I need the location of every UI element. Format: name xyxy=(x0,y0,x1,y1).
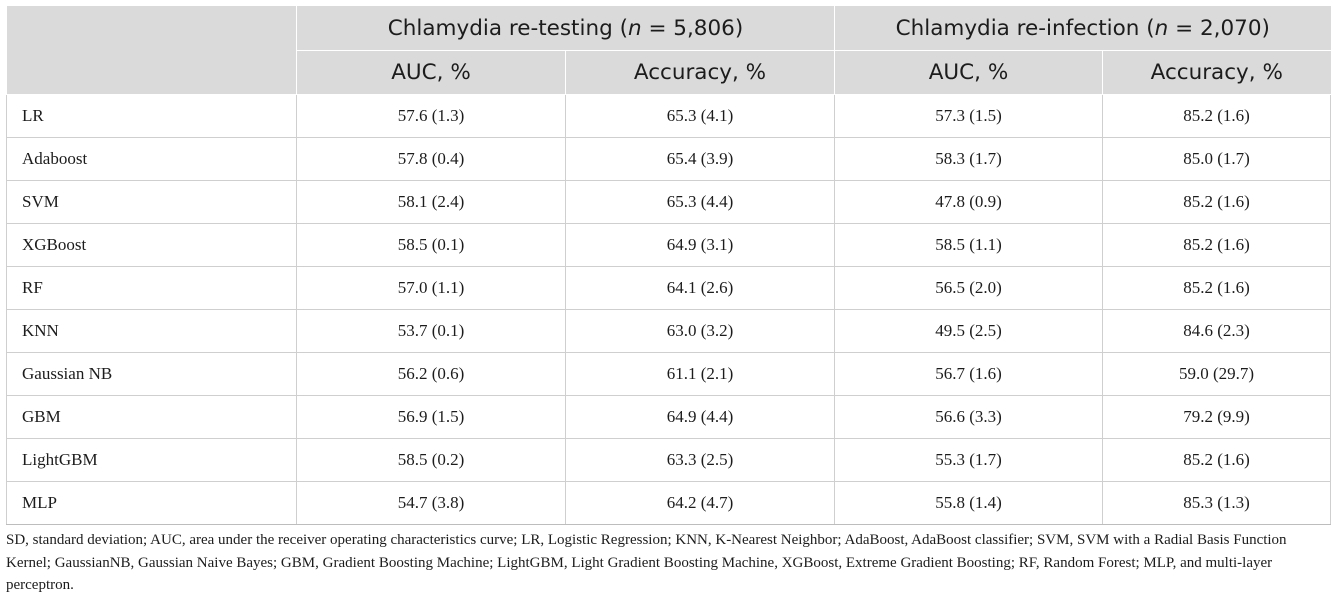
subheader-reinfection-accuracy: Accuracy, % xyxy=(1101,50,1331,95)
table-row: GBM 56.9 (1.5) 64.9 (4.4) 56.6 (3.3) 79.… xyxy=(6,395,1332,439)
model-name-cell: Gaussian NB xyxy=(6,352,297,396)
model-name-cell: GBM xyxy=(6,395,297,439)
reinfection-auc-cell: 58.5 (1.1) xyxy=(834,223,1103,267)
group-header-reinfection-suffix: = 2,070) xyxy=(1168,15,1270,41)
reinfection-accuracy-cell: 85.2 (1.6) xyxy=(1101,94,1332,138)
subheader-retesting-auc: AUC, % xyxy=(296,50,566,95)
table-row: Gaussian NB 56.2 (0.6) 61.1 (2.1) 56.7 (… xyxy=(6,352,1332,396)
retesting-accuracy-cell: 61.1 (2.1) xyxy=(565,352,835,396)
results-table: Chlamydia re-testing (n = 5,806) Chlamyd… xyxy=(6,6,1332,525)
group-header-reinfection: Chlamydia re-infection (n = 2,070) xyxy=(833,6,1331,51)
table-row: SVM 58.1 (2.4) 65.3 (4.4) 47.8 (0.9) 85.… xyxy=(6,180,1332,224)
model-name-cell: MLP xyxy=(6,481,297,525)
reinfection-accuracy-cell: 84.6 (2.3) xyxy=(1101,309,1332,353)
table-body: LR 57.6 (1.3) 65.3 (4.1) 57.3 (1.5) 85.2… xyxy=(6,94,1332,525)
subheader-reinfection-auc: AUC, % xyxy=(834,50,1103,95)
retesting-auc-cell: 58.5 (0.2) xyxy=(296,438,566,482)
model-name-cell: KNN xyxy=(6,309,297,353)
reinfection-auc-cell: 55.8 (1.4) xyxy=(834,481,1103,525)
retesting-accuracy-cell: 63.0 (3.2) xyxy=(565,309,835,353)
retesting-accuracy-cell: 63.3 (2.5) xyxy=(565,438,835,482)
retesting-accuracy-cell: 65.3 (4.1) xyxy=(565,94,835,138)
reinfection-auc-cell: 57.3 (1.5) xyxy=(834,94,1103,138)
reinfection-auc-cell: 49.5 (2.5) xyxy=(834,309,1103,353)
reinfection-accuracy-cell: 85.2 (1.6) xyxy=(1101,180,1332,224)
table-row: XGBoost 58.5 (0.1) 64.9 (3.1) 58.5 (1.1)… xyxy=(6,223,1332,267)
table-row: MLP 54.7 (3.8) 64.2 (4.7) 55.8 (1.4) 85.… xyxy=(6,481,1332,525)
table-row: Adaboost 57.8 (0.4) 65.4 (3.9) 58.3 (1.7… xyxy=(6,137,1332,181)
model-name-cell: LR xyxy=(6,94,297,138)
reinfection-accuracy-cell: 85.0 (1.7) xyxy=(1101,137,1332,181)
retesting-auc-cell: 57.8 (0.4) xyxy=(296,137,566,181)
retesting-auc-cell: 53.7 (0.1) xyxy=(296,309,566,353)
retesting-auc-cell: 54.7 (3.8) xyxy=(296,481,566,525)
group-header-reinfection-prefix: Chlamydia re-infection ( xyxy=(895,15,1155,41)
reinfection-accuracy-cell: 85.3 (1.3) xyxy=(1101,481,1332,525)
group-header-retesting-prefix: Chlamydia re-testing ( xyxy=(387,15,628,41)
reinfection-accuracy-cell: 79.2 (9.9) xyxy=(1101,395,1332,439)
table-footnote: SD, standard deviation; AUC, area under … xyxy=(6,532,1287,593)
reinfection-accuracy-cell: 85.2 (1.6) xyxy=(1101,223,1332,267)
model-name-cell: SVM xyxy=(6,180,297,224)
table-row: LightGBM 58.5 (0.2) 63.3 (2.5) 55.3 (1.7… xyxy=(6,438,1332,482)
table-row: LR 57.6 (1.3) 65.3 (4.1) 57.3 (1.5) 85.2… xyxy=(6,94,1332,138)
model-name-cell: XGBoost xyxy=(6,223,297,267)
group-header-retesting-suffix: = 5,806) xyxy=(641,15,744,41)
reinfection-auc-cell: 56.5 (2.0) xyxy=(834,266,1103,310)
model-name-cell: Adaboost xyxy=(6,137,297,181)
reinfection-auc-cell: 58.3 (1.7) xyxy=(834,137,1103,181)
reinfection-auc-cell: 55.3 (1.7) xyxy=(834,438,1103,482)
model-name-cell: RF xyxy=(6,266,297,310)
reinfection-accuracy-cell: 59.0 (29.7) xyxy=(1101,352,1332,396)
retesting-auc-cell: 56.9 (1.5) xyxy=(296,395,566,439)
retesting-auc-cell: 58.1 (2.4) xyxy=(296,180,566,224)
retesting-auc-cell: 57.6 (1.3) xyxy=(296,94,566,138)
retesting-accuracy-cell: 64.1 (2.6) xyxy=(565,266,835,310)
retesting-auc-cell: 58.5 (0.1) xyxy=(296,223,566,267)
retesting-auc-cell: 56.2 (0.6) xyxy=(296,352,566,396)
reinfection-auc-cell: 56.7 (1.6) xyxy=(834,352,1103,396)
header-row-metrics: AUC, % Accuracy, % AUC, % Accuracy, % xyxy=(7,50,1331,95)
model-name-cell: LightGBM xyxy=(6,438,297,482)
subheader-retesting-accuracy: Accuracy, % xyxy=(565,50,835,95)
header-row-groups: Chlamydia re-testing (n = 5,806) Chlamyd… xyxy=(6,6,1331,95)
table-row: RF 57.0 (1.1) 64.1 (2.6) 56.5 (2.0) 85.2… xyxy=(6,266,1332,310)
retesting-auc-cell: 57.0 (1.1) xyxy=(296,266,566,310)
table-row: KNN 53.7 (0.1) 63.0 (3.2) 49.5 (2.5) 84.… xyxy=(6,309,1332,353)
reinfection-auc-cell: 47.8 (0.9) xyxy=(834,180,1103,224)
reinfection-accuracy-cell: 85.2 (1.6) xyxy=(1101,438,1332,482)
group-header-reinfection-n: n xyxy=(1154,15,1169,41)
retesting-accuracy-cell: 65.3 (4.4) xyxy=(565,180,835,224)
retesting-accuracy-cell: 64.2 (4.7) xyxy=(565,481,835,525)
retesting-accuracy-cell: 64.9 (4.4) xyxy=(565,395,835,439)
model-column-header xyxy=(6,6,297,95)
reinfection-auc-cell: 56.6 (3.3) xyxy=(834,395,1103,439)
retesting-accuracy-cell: 65.4 (3.9) xyxy=(565,137,835,181)
reinfection-accuracy-cell: 85.2 (1.6) xyxy=(1101,266,1332,310)
group-header-retesting-n: n xyxy=(627,15,642,41)
group-header-retesting: Chlamydia re-testing (n = 5,806) xyxy=(296,6,835,51)
retesting-accuracy-cell: 64.9 (3.1) xyxy=(565,223,835,267)
table-header: Chlamydia re-testing (n = 5,806) Chlamyd… xyxy=(6,6,1331,95)
